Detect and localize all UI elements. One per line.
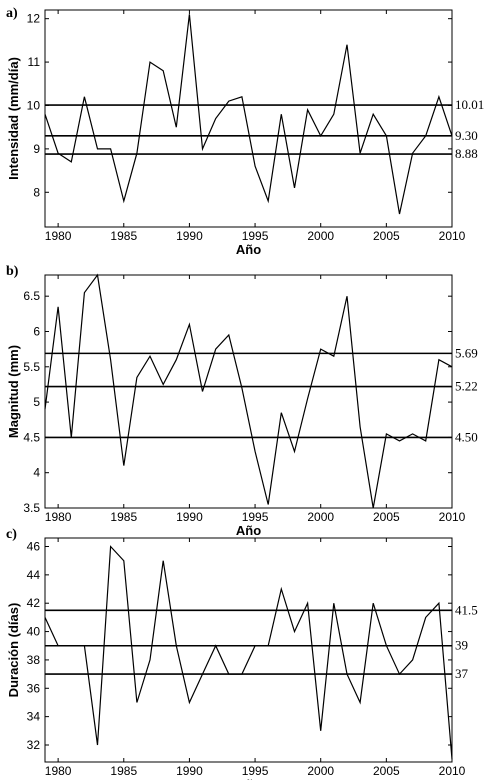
y-tick-label: 9 — [33, 142, 40, 156]
x-tick-label: 2000 — [307, 510, 334, 524]
x-tick-label: 1980 — [45, 510, 72, 524]
x-tick-label: 1990 — [176, 510, 203, 524]
reference-line-label: 10.01 — [455, 97, 484, 112]
plot-frame — [44, 537, 453, 763]
x-tick-label: 2005 — [373, 764, 400, 778]
x-tick-label: 1990 — [176, 764, 203, 778]
y-tick-label: 3.5 — [23, 501, 40, 515]
series-line — [44, 545, 453, 760]
reference-line-label: 5.69 — [455, 345, 478, 360]
x-tick-label: 1995 — [242, 764, 269, 778]
reference-line-label: 41.5 — [455, 602, 478, 617]
series-line — [44, 273, 453, 509]
y-tick-label: 12 — [27, 12, 41, 26]
x-tick-label: 2000 — [307, 764, 334, 778]
x-axis-title: Año — [236, 523, 261, 538]
y-axis-title: Magnitud (mm) — [6, 345, 21, 438]
reference-line-label: 8.88 — [455, 146, 478, 161]
x-tick-label: 1985 — [110, 764, 137, 778]
y-axis-title: Duración (días) — [6, 603, 21, 698]
x-axis-title: Año — [236, 242, 261, 257]
series-line — [44, 14, 453, 215]
y-tick-label: 42 — [27, 596, 41, 610]
plot-frame — [44, 9, 453, 228]
y-tick-label: 11 — [28, 55, 41, 69]
y-tick-label: 32 — [27, 738, 41, 752]
y-tick-label: 40 — [27, 625, 41, 639]
y-tick-label: 5 — [33, 395, 40, 409]
x-tick-label: 1980 — [45, 764, 72, 778]
y-tick-label: 4 — [33, 466, 40, 480]
x-tick-label: 1995 — [242, 229, 269, 243]
y-tick-label: 4.5 — [23, 430, 40, 444]
reference-line-label: 39 — [455, 638, 468, 653]
x-tick-label: 1980 — [45, 229, 72, 243]
x-tick-label: 2010 — [439, 764, 466, 778]
reference-line-label: 9.30 — [455, 128, 478, 143]
reference-line-label: 5.22 — [455, 379, 478, 394]
y-tick-label: 34 — [27, 710, 41, 724]
panel-label: a) — [6, 6, 18, 21]
panel-a: a) 1980 1985 1990 1995 2000 2005 2010 8 9 10 11 12 10… — [6, 6, 484, 257]
x-tick-label: 1990 — [176, 229, 203, 243]
x-tick-label: 1985 — [110, 229, 137, 243]
panel-c: c) 1980 1985 1990 1995 2000 2005 2010 32 34 36 38 40… — [6, 527, 478, 780]
x-tick-label: 2010 — [439, 229, 466, 243]
panel-b: b) 1980 1985 1990 1995 2000 2005 2010 3.5 4 4.5 5 5.… — [6, 264, 478, 538]
y-tick-label: 8 — [33, 185, 40, 199]
y-tick-label: 10 — [27, 98, 41, 112]
x-tick-label: 2005 — [373, 510, 400, 524]
y-tick-label: 46 — [27, 540, 41, 554]
x-axis-title: Año — [236, 777, 261, 780]
x-tick-label: 2010 — [439, 510, 466, 524]
reference-line-label: 4.50 — [455, 429, 478, 444]
reference-line-label: 37 — [455, 666, 469, 681]
plot-frame — [44, 274, 453, 509]
y-tick-label: 36 — [27, 681, 41, 695]
x-tick-label: 1995 — [242, 510, 269, 524]
y-tick-label: 44 — [27, 568, 41, 582]
y-tick-label: 5.5 — [23, 360, 40, 374]
panel-label: c) — [6, 527, 17, 542]
y-tick-label: 38 — [27, 653, 41, 667]
y-axis-title: Intensidad (mm/día) — [6, 57, 21, 180]
x-tick-label: 2005 — [373, 229, 400, 243]
x-tick-label: 2000 — [307, 229, 334, 243]
y-tick-label: 6 — [33, 324, 40, 338]
x-tick-label: 1985 — [110, 510, 137, 524]
y-tick-label: 6.5 — [23, 289, 40, 303]
panel-label: b) — [6, 264, 19, 279]
